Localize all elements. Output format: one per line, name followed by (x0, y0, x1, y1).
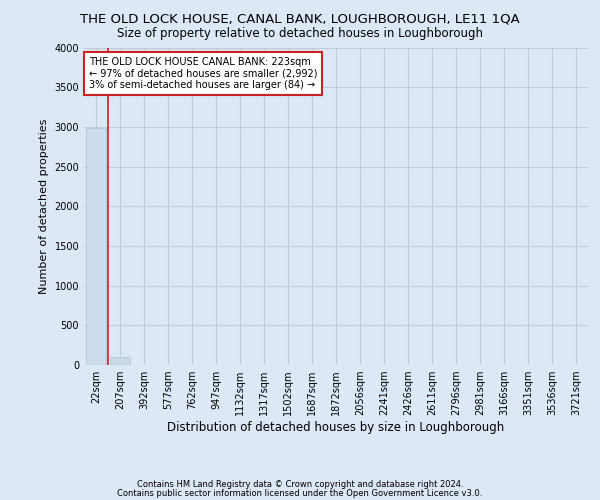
Text: Contains HM Land Registry data © Crown copyright and database right 2024.: Contains HM Land Registry data © Crown c… (137, 480, 463, 489)
Bar (110, 357, 130, 365)
Bar (86, 128, 106, 365)
Text: THE OLD LOCK HOUSE CANAL BANK: 223sqm
← 97% of detached houses are smaller (2,99: THE OLD LOCK HOUSE CANAL BANK: 223sqm ← … (89, 57, 317, 90)
Text: Size of property relative to detached houses in Loughborough: Size of property relative to detached ho… (117, 28, 483, 40)
X-axis label: Distribution of detached houses by size in Loughborough: Distribution of detached houses by size … (167, 421, 505, 434)
Y-axis label: Number of detached properties: Number of detached properties (39, 118, 49, 294)
Text: THE OLD LOCK HOUSE, CANAL BANK, LOUGHBOROUGH, LE11 1QA: THE OLD LOCK HOUSE, CANAL BANK, LOUGHBOR… (80, 12, 520, 26)
Text: Contains public sector information licensed under the Open Government Licence v3: Contains public sector information licen… (118, 488, 482, 498)
